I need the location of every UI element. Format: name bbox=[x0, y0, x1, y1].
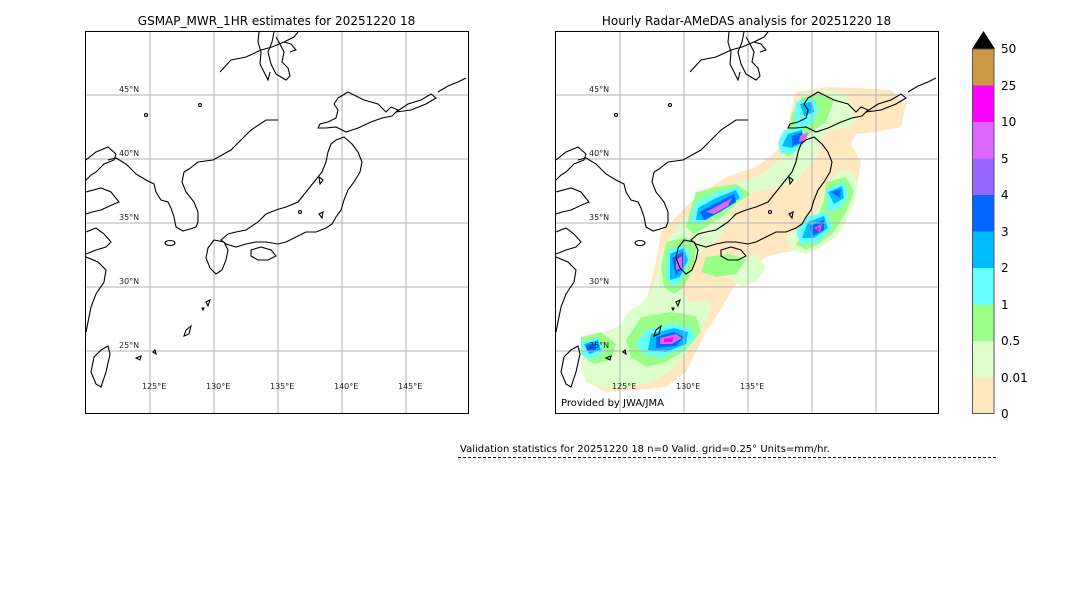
precipitation-field bbox=[581, 87, 906, 392]
lon-label-125: 125°E bbox=[612, 382, 637, 391]
left-map-canvas bbox=[86, 32, 468, 413]
right-map-canvas bbox=[556, 32, 938, 413]
lat-label-40: 40°N bbox=[589, 149, 610, 158]
lat-label-45: 45°N bbox=[119, 85, 140, 94]
data-credit: Provided by JWA/JMA bbox=[561, 398, 664, 409]
lon-label-130: 130°E bbox=[206, 382, 231, 391]
left-map-title: GSMAP_MWR_1HR estimates for 20251220 18 bbox=[137, 14, 416, 28]
lon-label-135: 135°E bbox=[740, 382, 765, 391]
coastlines bbox=[86, 32, 467, 388]
cbar-label-2: 2 bbox=[1001, 261, 1009, 275]
right-map-panel: 45°N 40°N 35°N 30°N 25°N 125°E 130°E 135… bbox=[555, 31, 939, 414]
cbar-label-0: 0 bbox=[1001, 407, 1009, 421]
lon-label-125: 125°E bbox=[142, 382, 167, 391]
cbar-label-50: 50 bbox=[1001, 42, 1017, 56]
lat-label-30: 30°N bbox=[119, 277, 140, 286]
extend-arrow-icon bbox=[972, 31, 995, 49]
lon-label-130: 130°E bbox=[676, 382, 701, 391]
validation-stats: Validation statistics for 20251220 18 n=… bbox=[460, 444, 830, 455]
right-map-title: Hourly Radar-AMeDAS analysis for 2025122… bbox=[601, 14, 892, 28]
cbar-label-1: 1 bbox=[1001, 298, 1009, 312]
gridlines bbox=[556, 32, 938, 413]
lat-label-35: 35°N bbox=[589, 213, 610, 222]
lon-label-140: 140°E bbox=[334, 382, 359, 391]
lat-label-25: 25°N bbox=[589, 341, 610, 350]
lat-label-30: 30°N bbox=[589, 277, 610, 286]
cbar-label-0-01: 0.01 bbox=[1001, 371, 1028, 385]
lat-label-35: 35°N bbox=[119, 213, 140, 222]
gridlines bbox=[86, 32, 468, 413]
cbar-label-3: 3 bbox=[1001, 225, 1009, 239]
cbar-label-4: 4 bbox=[1001, 188, 1009, 202]
colorbar-canvas bbox=[972, 31, 995, 414]
stats-divider bbox=[458, 457, 996, 458]
left-map-panel: 45°N 40°N 35°N 30°N 25°N 125°E 130°E 135… bbox=[85, 31, 469, 414]
lon-label-145: 145°E bbox=[398, 382, 423, 391]
cbar-label-10: 10 bbox=[1001, 115, 1017, 129]
lat-label-40: 40°N bbox=[119, 149, 140, 158]
lat-label-25: 25°N bbox=[119, 341, 140, 350]
lon-label-135: 135°E bbox=[270, 382, 295, 391]
cbar-label-5: 5 bbox=[1001, 152, 1009, 166]
lat-label-45: 45°N bbox=[589, 85, 610, 94]
cbar-label-0-5: 0.5 bbox=[1001, 334, 1021, 348]
coastlines bbox=[556, 32, 937, 388]
cbar-label-25: 25 bbox=[1001, 79, 1017, 93]
colorbar bbox=[972, 31, 995, 414]
